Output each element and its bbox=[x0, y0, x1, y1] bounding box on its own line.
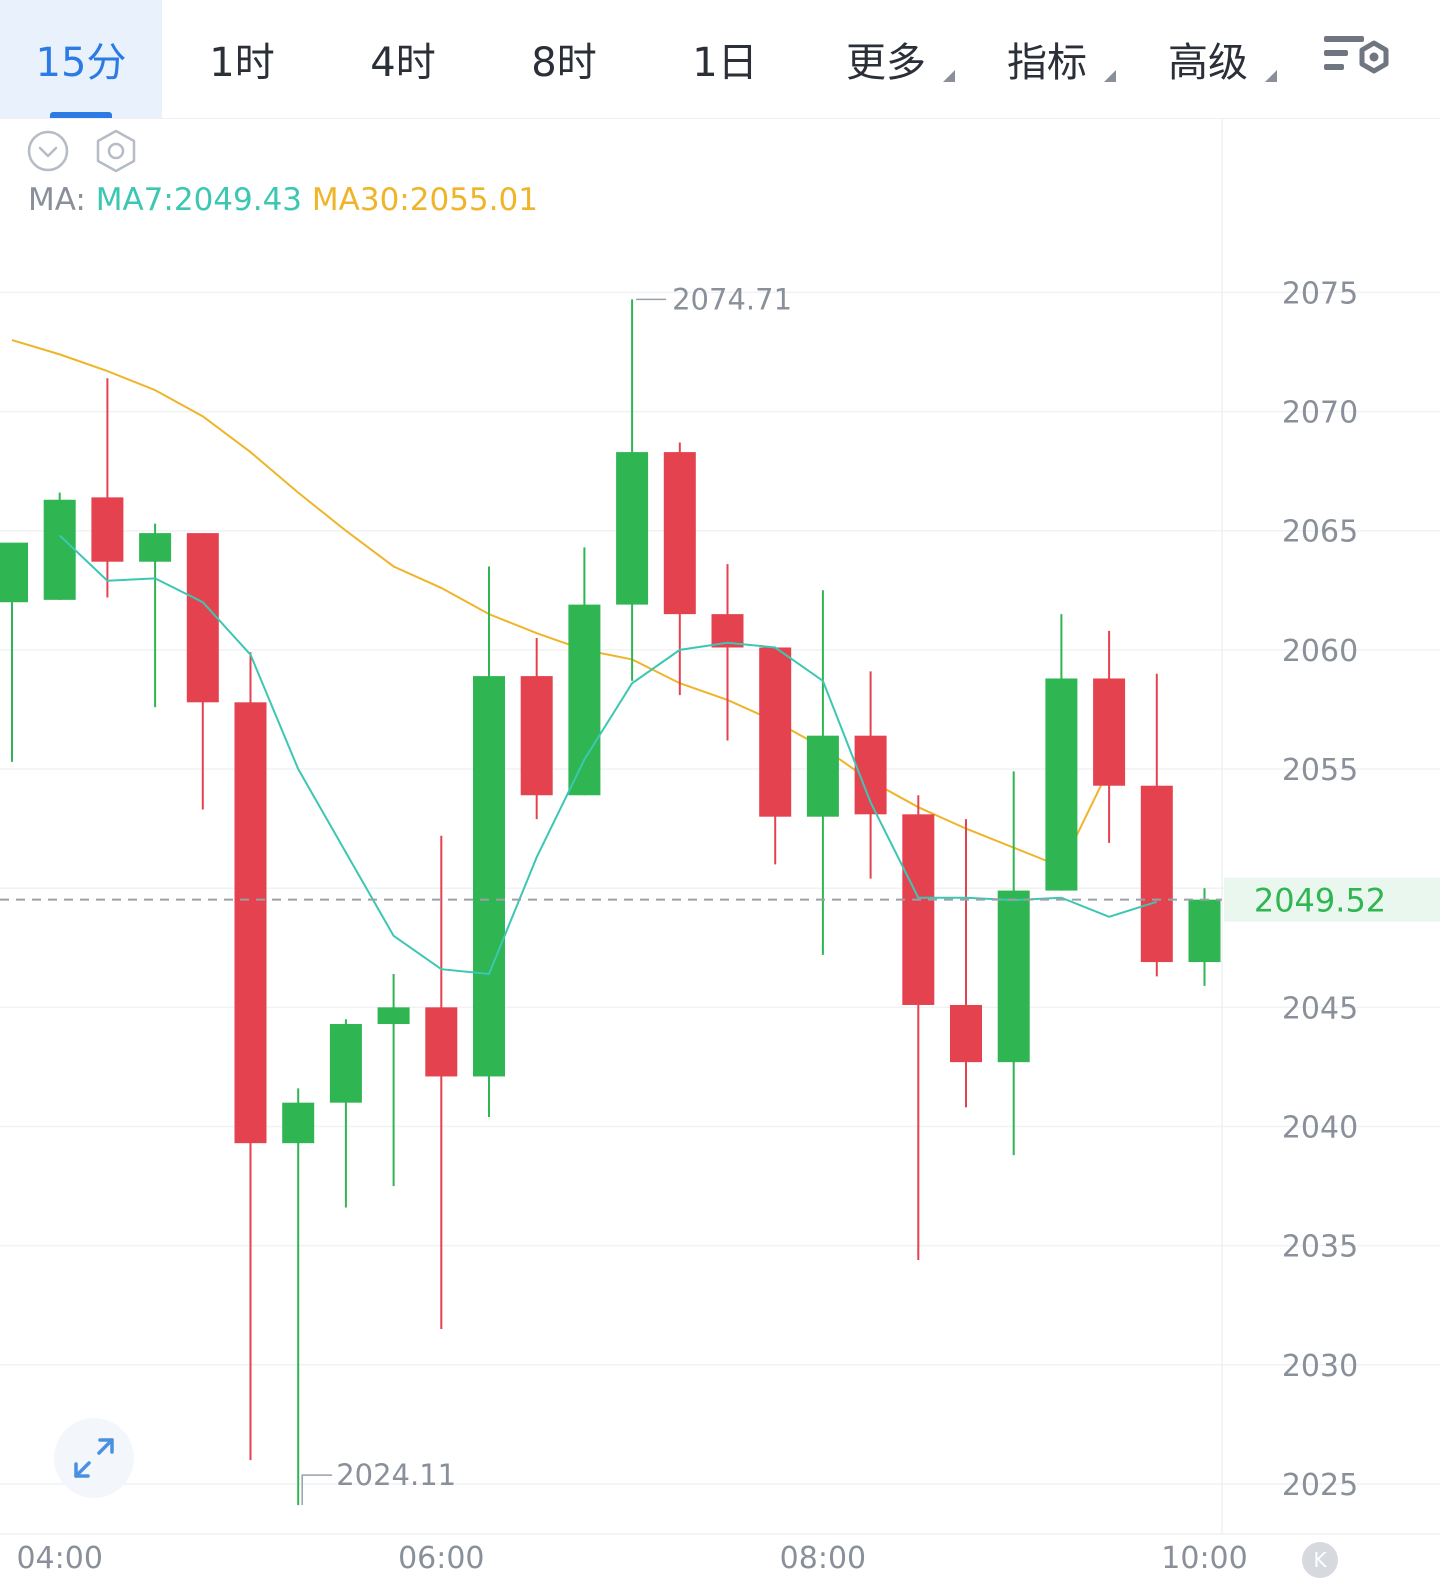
candle-body[interactable] bbox=[950, 1004, 982, 1063]
y-tick-label: 2030 bbox=[1282, 1349, 1358, 1384]
candle-body[interactable] bbox=[759, 647, 792, 817]
y-tick-label: 2070 bbox=[1282, 396, 1358, 431]
y-tick-label: 2045 bbox=[1282, 991, 1358, 1026]
ma30-value: MA30:2055.01 bbox=[311, 182, 538, 218]
y-tick-label: 2055 bbox=[1282, 753, 1358, 788]
candle-body[interactable] bbox=[663, 452, 696, 615]
candle-body[interactable] bbox=[1045, 678, 1078, 891]
low-price-label: 2024.11 bbox=[336, 1458, 456, 1492]
candle-body[interactable] bbox=[0, 542, 28, 603]
dropdown-triangle-icon bbox=[1265, 70, 1277, 82]
dropdown-triangle-icon bbox=[943, 70, 955, 82]
tab-5[interactable]: 更多 bbox=[805, 0, 967, 118]
tab-3[interactable]: 8时 bbox=[483, 0, 645, 118]
candle-body[interactable] bbox=[377, 1007, 410, 1025]
candle-body[interactable] bbox=[139, 533, 172, 562]
candle-body[interactable] bbox=[329, 1024, 362, 1103]
y-tick-label: 2040 bbox=[1282, 1110, 1358, 1145]
tab-label: 指标 bbox=[1007, 40, 1087, 86]
x-tick-label: 06:00 bbox=[398, 1541, 484, 1576]
x-tick-label: 04:00 bbox=[16, 1541, 102, 1576]
candle-body[interactable] bbox=[997, 890, 1030, 1063]
tab-label: 8时 bbox=[531, 40, 597, 86]
expand-button[interactable] bbox=[54, 1418, 134, 1498]
y-tick-label: 2025 bbox=[1282, 1468, 1358, 1503]
hexagon-settings-icon[interactable] bbox=[93, 128, 139, 174]
candle-body[interactable] bbox=[520, 676, 553, 796]
y-tick-label: 2060 bbox=[1282, 634, 1358, 669]
candle-body[interactable] bbox=[473, 676, 505, 1077]
candle-body[interactable] bbox=[186, 533, 219, 703]
tab-label: 15分 bbox=[35, 40, 127, 86]
last-price-tag bbox=[1224, 877, 1440, 922]
candle-body[interactable] bbox=[902, 814, 935, 1005]
tab-7[interactable]: 高级 bbox=[1127, 0, 1289, 118]
chart-settings-icon bbox=[1324, 36, 1389, 74]
candle-body[interactable] bbox=[234, 702, 267, 1144]
tab-label: 4时 bbox=[370, 40, 436, 86]
tab-4[interactable]: 1日 bbox=[644, 0, 806, 118]
tab-1[interactable]: 1时 bbox=[161, 0, 323, 118]
candlestick-chart[interactable]: 2075 2070 2065 2060 2055 2045 2040 2035 2030 2025… bbox=[0, 118, 1440, 1594]
x-tick-label: 10:00 bbox=[1161, 1541, 1247, 1576]
candle-body[interactable] bbox=[568, 604, 601, 796]
ma30-line bbox=[11, 339, 1110, 869]
ma7-line bbox=[59, 534, 1158, 976]
candle-body[interactable] bbox=[1188, 899, 1221, 963]
high-price-label: 2074.71 bbox=[672, 282, 792, 316]
y-tick-label: 2065 bbox=[1282, 515, 1358, 550]
candle-body[interactable] bbox=[1140, 785, 1173, 963]
expand-arrows-icon bbox=[74, 1438, 114, 1478]
candle-body[interactable] bbox=[91, 497, 124, 562]
chart-settings-button[interactable] bbox=[1320, 28, 1400, 88]
tab-label: 高级 bbox=[1168, 40, 1248, 86]
candle-body[interactable] bbox=[425, 1007, 458, 1077]
y-tick-label: 2035 bbox=[1282, 1230, 1358, 1265]
ma-legend-label: MA: bbox=[28, 182, 86, 218]
active-tab-indicator bbox=[50, 112, 112, 118]
dropdown-triangle-icon bbox=[1104, 70, 1116, 82]
candle-body[interactable] bbox=[806, 735, 839, 817]
candle-body[interactable] bbox=[1093, 678, 1126, 786]
low-marker-line bbox=[301, 1474, 333, 1506]
ma-legend: MA: MA7:2049.43 MA30:2055.01 bbox=[28, 182, 538, 218]
candle-body[interactable] bbox=[282, 1102, 315, 1144]
ma7-value: MA7:2049.43 bbox=[95, 182, 303, 218]
y-tick-label: 2075 bbox=[1282, 276, 1358, 311]
tab-label: 1日 bbox=[692, 40, 758, 86]
tab-2[interactable]: 4时 bbox=[322, 0, 484, 118]
tab-label: 1时 bbox=[209, 40, 275, 86]
tab-0[interactable]: 15分 bbox=[0, 0, 162, 118]
candle-body[interactable] bbox=[616, 452, 649, 605]
candle-body[interactable] bbox=[43, 499, 76, 600]
chevron-down-circle-icon[interactable] bbox=[26, 129, 70, 173]
tab-6[interactable]: 指标 bbox=[966, 0, 1128, 118]
tab-label: 更多 bbox=[846, 40, 926, 86]
x-tick-label: 08:00 bbox=[780, 1541, 866, 1576]
timeframe-tabbar: 15分 1时 4时 8时 1日 更多 指标 高级 bbox=[0, 0, 1440, 119]
k-badge[interactable]: K bbox=[1302, 1542, 1338, 1578]
last-price-label: 2049.52 bbox=[1254, 882, 1386, 920]
